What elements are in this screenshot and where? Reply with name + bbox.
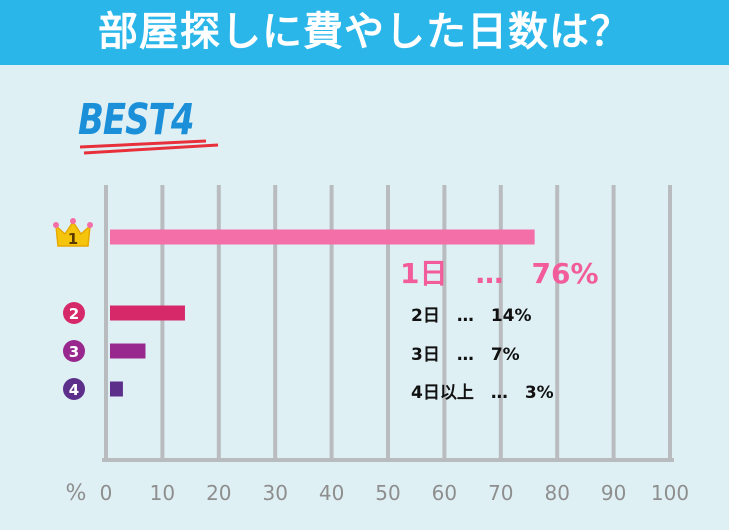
tick-label-90: 90 — [601, 481, 626, 505]
best-underline — [79, 139, 219, 155]
tick-label-70: 70 — [488, 481, 513, 505]
rank-label-3: 3 — [69, 343, 79, 361]
value-label-3: 3日 … 7% — [411, 345, 520, 365]
tick-label-60: 60 — [432, 481, 457, 505]
rank-label-4: 4 — [69, 381, 79, 399]
tick-label-30: 30 — [262, 481, 287, 505]
bar-2 — [110, 305, 185, 321]
rank-label-2: 2 — [69, 305, 79, 323]
tick-label-50: 50 — [375, 481, 400, 505]
tick-label-20: 20 — [206, 481, 231, 505]
value-label-2: 2日 … 14% — [411, 306, 532, 326]
rank-label-1: 1 — [68, 230, 78, 248]
tick-label-80: 80 — [544, 481, 569, 505]
rank-circle-2 — [63, 302, 85, 324]
crown-jewel-right — [87, 222, 93, 228]
best-label: BEST4 — [78, 95, 194, 145]
bar-4 — [110, 381, 123, 397]
tick-label-10: 10 — [150, 481, 175, 505]
bar-3 — [110, 343, 146, 359]
crown-jewel-center — [70, 218, 76, 224]
best-badge: BEST4 — [78, 95, 228, 165]
tick-label-0: 0 — [100, 481, 113, 505]
tick-label-100: 100 — [651, 481, 689, 505]
page-title: 部屋探しに費やした日数は？ — [98, 9, 631, 55]
x-axis-unit: % — [66, 481, 87, 506]
bar-1 — [110, 229, 535, 245]
tick-label-40: 40 — [319, 481, 344, 505]
title-bar — [0, 0, 729, 65]
rank-circle-4 — [63, 378, 85, 400]
crown-jewel-left — [53, 222, 59, 228]
value-label-1: 1日 … 76% — [400, 257, 599, 290]
rank-circle-3 — [63, 340, 85, 362]
value-label-4: 4日以上 … 3% — [411, 383, 554, 403]
